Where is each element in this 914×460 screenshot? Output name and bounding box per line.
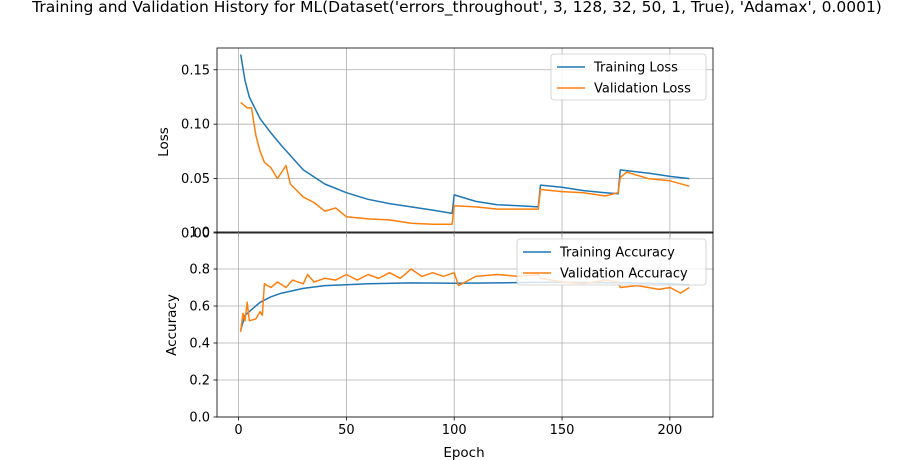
legend-label: Training Accuracy xyxy=(559,246,675,261)
legend-label: Validation Loss xyxy=(594,82,691,97)
legend: Training Loss Validation Loss xyxy=(550,53,707,101)
x-tick-label: 50 xyxy=(338,423,355,438)
legend: Training Accuracy Validation Accuracy xyxy=(516,238,707,286)
y-tick-label: 0.6 xyxy=(189,300,210,315)
accuracy-axis-label: Accuracy xyxy=(164,294,180,356)
validation-loss-line xyxy=(240,101,690,226)
x-tick-label: 200 xyxy=(657,423,682,438)
x-tick-label: 100 xyxy=(442,423,467,438)
legend-label: Training Loss xyxy=(593,61,678,76)
chart-title: Training and Validation History for ML(D… xyxy=(31,0,882,17)
epoch-axis-label: Epoch xyxy=(443,445,484,460)
accuracy-axes: 0 50 100 150 200 0.0 0.2 0.4 0.6 0.8 1.0 Training A… xyxy=(189,226,714,438)
loss-axis-label: Loss xyxy=(156,127,172,157)
legend-box xyxy=(550,53,707,101)
y-tick-label: 0.00 xyxy=(181,227,210,242)
y-tick-label: 0.2 xyxy=(189,374,210,389)
y-tick-label: 0.05 xyxy=(181,172,210,187)
y-tick-label: 1.0 xyxy=(189,226,210,241)
x-tick-label: 0 xyxy=(234,423,242,438)
y-tick-label: 0.8 xyxy=(189,263,210,278)
legend-label: Validation Accuracy xyxy=(560,267,688,282)
axes-frame xyxy=(216,47,714,234)
axes-frame xyxy=(216,231,714,418)
x-tick-label: 150 xyxy=(550,423,575,438)
training-loss-line xyxy=(239,54,690,215)
y-tick-label: 0.15 xyxy=(181,63,210,78)
y-tick-label: 0.10 xyxy=(181,118,210,133)
y-tick-label: 0.4 xyxy=(189,337,210,352)
legend-box xyxy=(516,238,707,286)
y-tick-label: 0.0 xyxy=(189,411,210,426)
loss-axes: 0.00 0.05 0.10 0.15 Training Loss Validation … xyxy=(181,47,714,242)
